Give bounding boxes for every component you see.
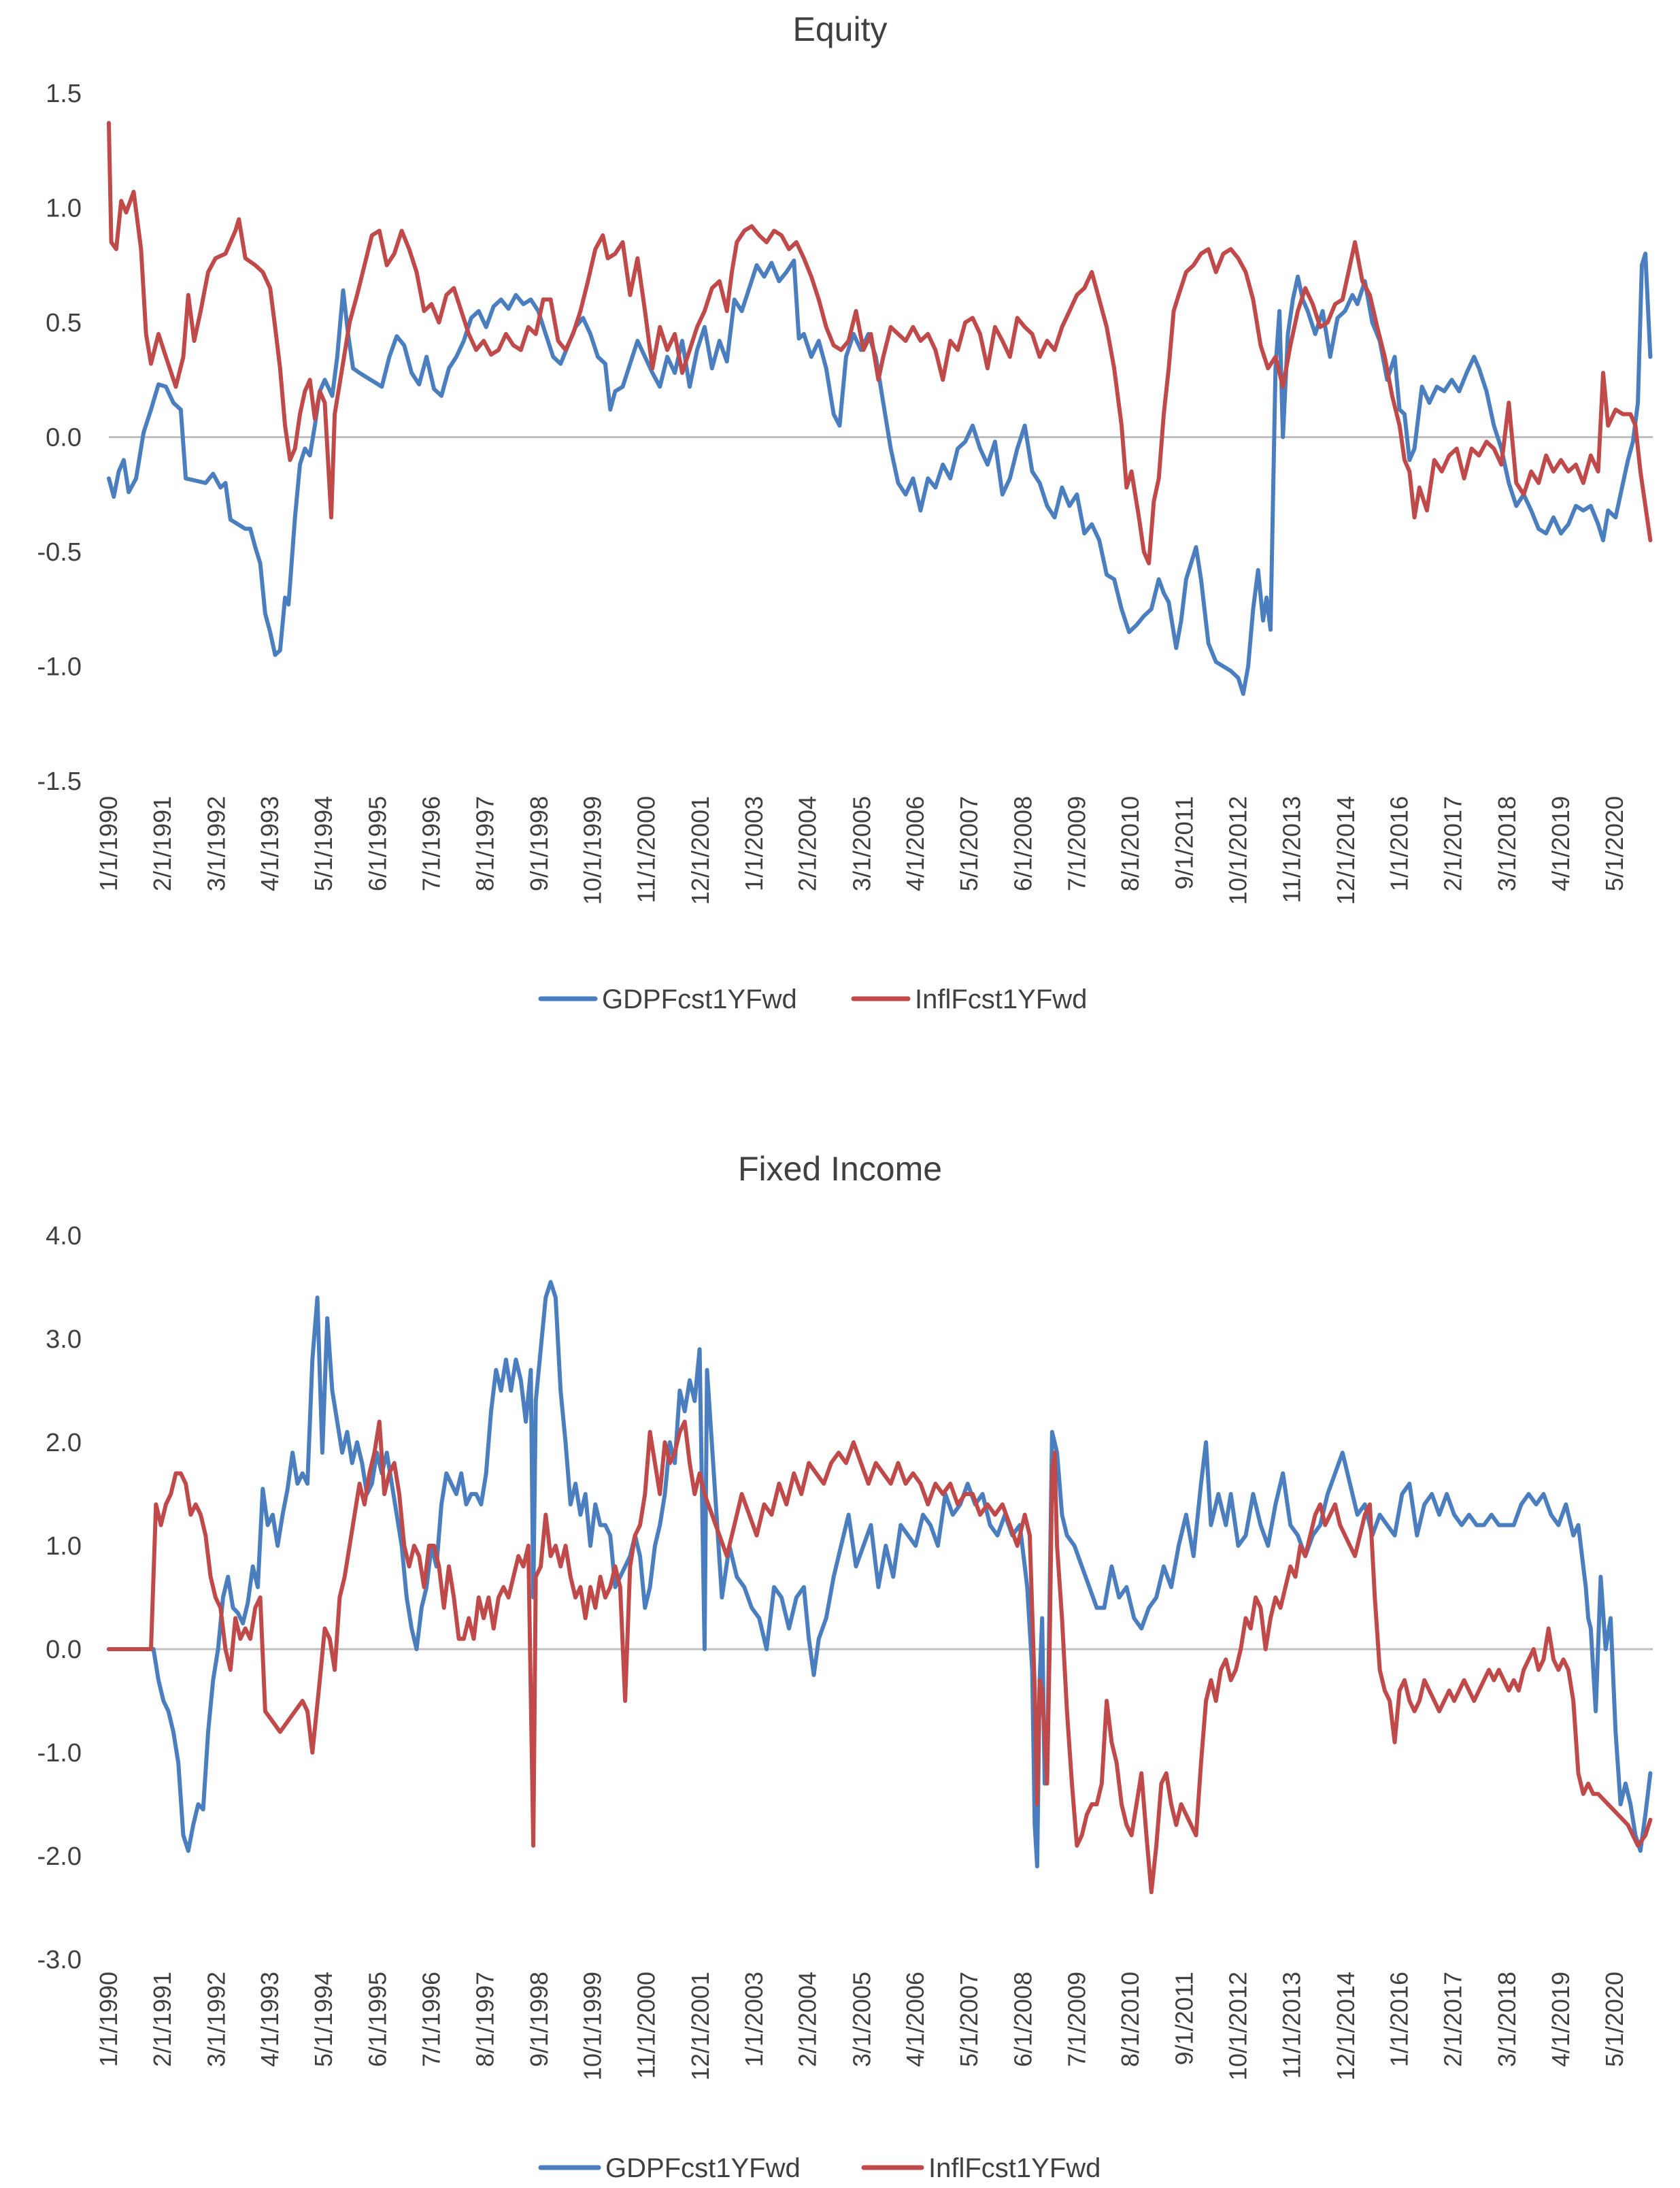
- x-tick-label: 7/1/1996: [417, 796, 445, 891]
- x-tick-label: 9/1/1998: [525, 1972, 553, 2067]
- y-tick-label: 0.5: [46, 309, 82, 337]
- x-tick-label: 12/1/2014: [1332, 796, 1360, 905]
- series-line-infl: [107, 120, 1653, 565]
- x-tick-label: 7/1/2009: [1062, 1972, 1090, 2067]
- x-tick-label: 6/1/2008: [1009, 796, 1037, 891]
- x-tick-label: 11/1/2013: [1277, 796, 1305, 903]
- x-tick-label: 11/1/2000: [632, 796, 660, 903]
- x-tick-label: 4/1/2019: [1547, 796, 1575, 891]
- series-line-gdp: [107, 251, 1653, 696]
- y-tick-label: 2.0: [46, 1429, 82, 1457]
- x-tick-label: 11/1/2000: [632, 1972, 660, 2078]
- legend-label-infl: InflFcst1YFwd: [928, 2153, 1101, 2183]
- x-tick-label: 10/1/2012: [1224, 796, 1252, 905]
- series-line-infl: [107, 1419, 1653, 1895]
- x-tick-label: 4/1/2006: [901, 796, 929, 891]
- y-tick-label: 1.0: [46, 1532, 82, 1561]
- x-tick-label: 3/1/2018: [1493, 1972, 1521, 2067]
- x-tick-label: 1/1/1990: [95, 796, 122, 891]
- x-tick-label: 12/1/2001: [686, 1972, 714, 2081]
- legend-label-gdp: GDPFcst1YFwd: [605, 2153, 801, 2183]
- x-tick-label: 2/1/1991: [148, 796, 176, 891]
- x-tick-label: 2/1/2017: [1439, 796, 1467, 891]
- x-tick-label: 3/1/2005: [847, 796, 875, 891]
- x-tick-label: 1/1/1990: [95, 1972, 122, 2067]
- x-tick-label: 5/1/2007: [955, 796, 983, 891]
- series-line-gdp: [107, 1280, 1653, 1869]
- legend: GDPFcst1YFwd InflFcst1YFwd: [538, 984, 1087, 1014]
- y-tick-label: 1.0: [46, 195, 82, 223]
- x-tick-label: 12/1/2001: [686, 796, 714, 905]
- y-tick-label: -0.5: [37, 538, 82, 567]
- fixed-income-chart: Fixed Income 4.0 3.0 2.0 1.0 0.0 -1.0 -2.0 -3.0…: [37, 1150, 1653, 2183]
- x-tick-label: 5/1/2020: [1600, 796, 1628, 891]
- x-tick-label: 2/1/1991: [148, 1972, 176, 2067]
- y-tick-label: -3.0: [37, 1946, 82, 1974]
- x-tick-label: 6/1/2008: [1009, 1972, 1037, 2067]
- x-tick-label: 8/1/2010: [1116, 796, 1144, 891]
- y-tick-label: -1.0: [37, 1739, 82, 1768]
- x-tick-label: 9/1/1998: [525, 796, 553, 891]
- y-tick-label: 3.0: [46, 1325, 82, 1354]
- x-tick-label: 5/1/1994: [309, 796, 337, 891]
- x-tick-label: 7/1/2009: [1062, 796, 1090, 891]
- x-tick-label: 5/1/1994: [309, 1972, 337, 2067]
- x-tick-label: 1/1/2003: [740, 1972, 768, 2067]
- x-tick-label: 3/1/2005: [847, 1972, 875, 2067]
- x-tick-label: 1/1/2016: [1385, 1972, 1413, 2067]
- x-tick-label: 2/1/2017: [1439, 1972, 1467, 2067]
- x-tick-label: 2/1/2004: [794, 796, 822, 891]
- x-tick-label: 3/1/1992: [202, 796, 230, 891]
- y-tick-label: 1.5: [46, 80, 82, 108]
- x-tick-label: 6/1/1995: [364, 1972, 392, 2067]
- x-tick-label: 8/1/2010: [1116, 1972, 1144, 2067]
- x-tick-label: 2/1/2004: [794, 1972, 822, 2067]
- x-tick-label: 3/1/1992: [202, 1972, 230, 2067]
- x-tick-label: 9/1/2011: [1171, 796, 1198, 889]
- x-tick-label: 10/1/1999: [579, 1972, 607, 2081]
- chart-title: Fixed Income: [738, 1150, 942, 1188]
- x-tick-label: 10/1/1999: [579, 796, 607, 905]
- x-tick-label: 12/1/2014: [1332, 1972, 1360, 2081]
- legend-label-infl: InflFcst1YFwd: [915, 984, 1087, 1014]
- x-tick-label: 5/1/2020: [1600, 1972, 1628, 2067]
- y-tick-label: -1.5: [37, 767, 82, 796]
- x-tick-label: 4/1/1993: [256, 796, 284, 891]
- x-tick-label: 4/1/2019: [1547, 1972, 1575, 2067]
- x-tick-label: 1/1/2003: [740, 796, 768, 891]
- x-tick-label: 10/1/2012: [1224, 1972, 1252, 2081]
- x-tick-label: 7/1/1996: [417, 1972, 445, 2067]
- x-tick-label: 6/1/1995: [364, 796, 392, 891]
- legend: GDPFcst1YFwd InflFcst1YFwd: [538, 2153, 1101, 2183]
- y-tick-label: 0.0: [46, 1636, 82, 1664]
- x-tick-label: 11/1/2013: [1277, 1972, 1305, 2078]
- y-tick-label: 0.0: [46, 424, 82, 452]
- x-tick-label: 4/1/2006: [901, 1972, 929, 2067]
- y-tick-label: -2.0: [37, 1842, 82, 1871]
- legend-label-gdp: GDPFcst1YFwd: [602, 984, 797, 1014]
- x-tick-label: 5/1/2007: [955, 1972, 983, 2067]
- chart-title: Equity: [793, 10, 888, 48]
- x-tick-label: 8/1/1997: [471, 1972, 499, 2067]
- x-tick-label: 4/1/1993: [256, 1972, 284, 2067]
- equity-chart: Equity 1.5 1.0 0.5 0.0 -0.5 -1.0 -1.5 1/1/1990…: [37, 10, 1653, 1014]
- y-tick-label: 4.0: [46, 1222, 82, 1250]
- x-tick-label: 8/1/1997: [471, 796, 499, 891]
- x-tick-label: 3/1/2018: [1493, 796, 1521, 891]
- x-tick-label: 1/1/2016: [1385, 796, 1413, 891]
- y-tick-label: -1.0: [37, 653, 82, 682]
- x-tick-label: 9/1/2011: [1171, 1972, 1198, 2065]
